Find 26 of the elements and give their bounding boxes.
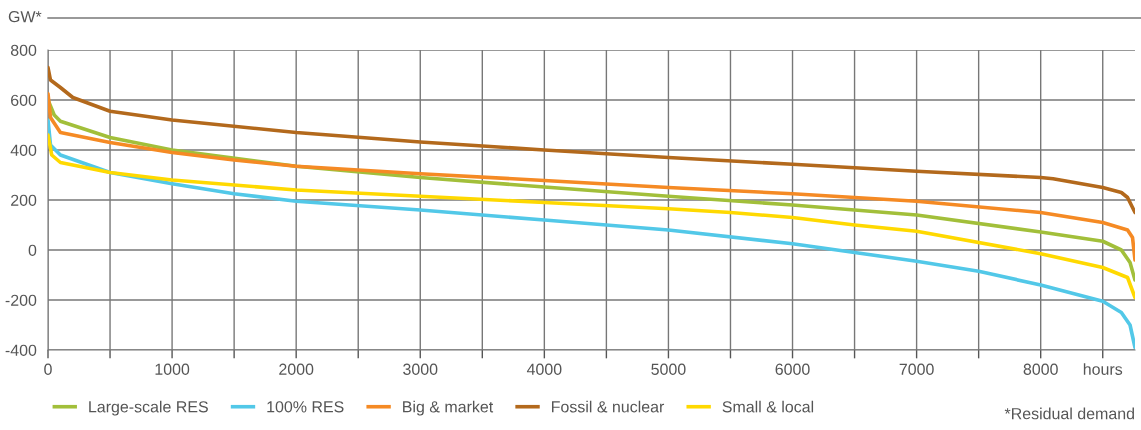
y-tick-label: 200 bbox=[11, 194, 37, 206]
x-tick-label: 1000 bbox=[155, 363, 190, 375]
line-series bbox=[48, 65, 1135, 215]
x-tick-label: hours bbox=[1083, 363, 1123, 375]
legend-label: Large-scale RES bbox=[89, 400, 208, 416]
legend-label: 100% RES bbox=[267, 401, 344, 413]
legend-label: Fossil & nuclear bbox=[552, 400, 665, 413]
legend-label: Small & local bbox=[722, 400, 814, 413]
x-tick-label: 0 bbox=[44, 363, 52, 375]
y-tick-label: 0 bbox=[28, 244, 37, 256]
x-tick-label: 5000 bbox=[651, 363, 686, 375]
x-tick-label: 7000 bbox=[899, 363, 934, 375]
x-tick-label: 6000 bbox=[775, 363, 810, 375]
x-tick-label: 8000 bbox=[1023, 363, 1058, 375]
y-tick-label: -400 bbox=[5, 344, 37, 356]
y-tick-label: -200 bbox=[5, 294, 37, 306]
x-tick-label: 3000 bbox=[403, 363, 438, 375]
text: *Residual demand bbox=[1004, 407, 1134, 420]
y-axis-title: GW* bbox=[8, 10, 42, 23]
x-tick-label: 4000 bbox=[526, 363, 562, 375]
line-series bbox=[48, 133, 1135, 300]
y-tick-label: 800 bbox=[10, 44, 37, 56]
legend-label: Big & market bbox=[403, 400, 494, 416]
x-tick-label: 2000 bbox=[279, 363, 314, 375]
y-tick-label: 600 bbox=[11, 94, 37, 106]
y-tick-label: 400 bbox=[10, 144, 37, 156]
